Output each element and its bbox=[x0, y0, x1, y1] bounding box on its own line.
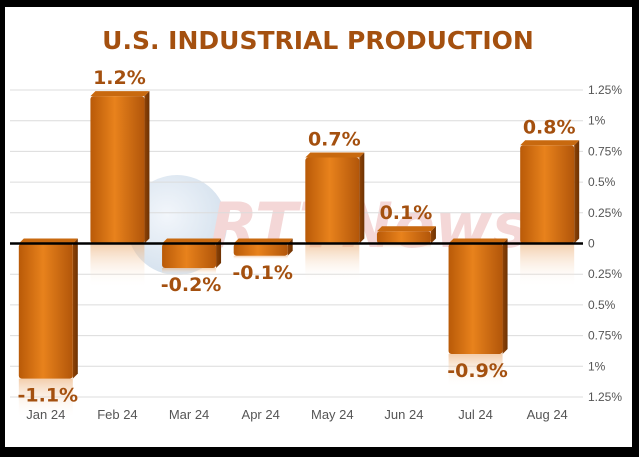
bar-side bbox=[216, 238, 222, 269]
bar-top bbox=[376, 226, 436, 232]
x-tick-label: May 24 bbox=[311, 407, 354, 422]
chart-title: U.S. INDUSTRIAL PRODUCTION bbox=[102, 26, 534, 55]
bar bbox=[18, 238, 78, 419]
bar-side bbox=[574, 140, 580, 244]
y-tick-label: 1.25% bbox=[588, 83, 622, 97]
bar-reflection bbox=[90, 243, 145, 289]
bar-face bbox=[376, 231, 431, 244]
bar-reflection bbox=[162, 268, 217, 276]
bar-reflection bbox=[18, 378, 73, 419]
x-tick-label: Jan 24 bbox=[26, 407, 65, 422]
y-tick-label: 0.75% bbox=[588, 144, 622, 158]
x-tick-label: Jul 24 bbox=[458, 407, 493, 422]
data-label: 1.2% bbox=[93, 67, 146, 89]
bar-reflection bbox=[233, 255, 288, 260]
bar-face bbox=[305, 157, 360, 244]
bar bbox=[376, 226, 436, 250]
bars bbox=[18, 91, 580, 419]
bar-top bbox=[520, 140, 580, 146]
x-axis-ticks: Jan 24 Feb 24 Mar 24 Apr 24 May 24 Jun 24 Jul … bbox=[26, 407, 568, 422]
bar-side bbox=[430, 226, 436, 244]
bar bbox=[305, 152, 365, 283]
x-tick-label: Jun 24 bbox=[384, 407, 423, 422]
bar bbox=[448, 238, 508, 388]
data-label: 0.8% bbox=[523, 116, 576, 138]
bar-chart: RTTNews U.S. INDUSTRIAL PRODUCTION 1.25%… bbox=[10, 26, 622, 422]
bar-reflection bbox=[520, 243, 575, 288]
y-tick-label: 0 bbox=[588, 237, 595, 251]
bar-face bbox=[162, 243, 217, 269]
bar-top bbox=[90, 91, 150, 97]
data-label: -1.1% bbox=[18, 385, 79, 407]
x-tick-label: Feb 24 bbox=[97, 407, 137, 422]
data-label: -0.1% bbox=[232, 262, 293, 284]
bar-face bbox=[90, 96, 145, 244]
bar bbox=[233, 238, 293, 260]
bar-reflection bbox=[448, 354, 503, 388]
bar-face bbox=[233, 243, 288, 256]
bar bbox=[520, 140, 580, 288]
bar bbox=[162, 238, 222, 276]
y-tick-label: 1% bbox=[588, 114, 606, 128]
chart-frame: RTTNews U.S. INDUSTRIAL PRODUCTION 1.25%… bbox=[5, 7, 632, 447]
x-tick-label: Aug 24 bbox=[527, 407, 568, 422]
bar-side bbox=[144, 91, 150, 244]
y-tick-label: 0.25% bbox=[588, 267, 622, 281]
data-label: -0.9% bbox=[447, 360, 508, 382]
bar-top bbox=[305, 152, 365, 158]
bar-face bbox=[448, 243, 503, 355]
bar bbox=[90, 91, 150, 289]
bar-reflection bbox=[305, 243, 360, 283]
x-tick-label: Apr 24 bbox=[242, 407, 280, 422]
data-labels: -1.1% 1.2% -0.2% -0.1% 0.7% 0.1% -0.9% 0.8% bbox=[18, 67, 576, 406]
y-tick-label: 0.5% bbox=[588, 175, 616, 189]
data-label: -0.2% bbox=[161, 274, 222, 296]
data-label: 0.1% bbox=[380, 202, 433, 224]
y-tick-label: 0.25% bbox=[588, 206, 622, 220]
y-tick-label: 0.75% bbox=[588, 329, 622, 343]
y-tick-label: 1% bbox=[588, 359, 606, 373]
bar-side bbox=[359, 152, 365, 244]
data-label: 0.7% bbox=[308, 129, 361, 151]
bar-reflection bbox=[376, 243, 431, 250]
bar-face bbox=[18, 243, 73, 379]
y-axis-ticks: 1.25% 1% 0.75% 0.5% 0.25% 0 0.25% 0.5% 0.75% 1% 1.… bbox=[588, 83, 622, 404]
bar-side bbox=[72, 238, 78, 379]
bar-face bbox=[520, 145, 575, 244]
y-tick-label: 0.5% bbox=[588, 298, 616, 312]
bar-side bbox=[502, 238, 508, 355]
y-tick-label: 1.25% bbox=[588, 390, 622, 404]
x-tick-label: Mar 24 bbox=[169, 407, 209, 422]
